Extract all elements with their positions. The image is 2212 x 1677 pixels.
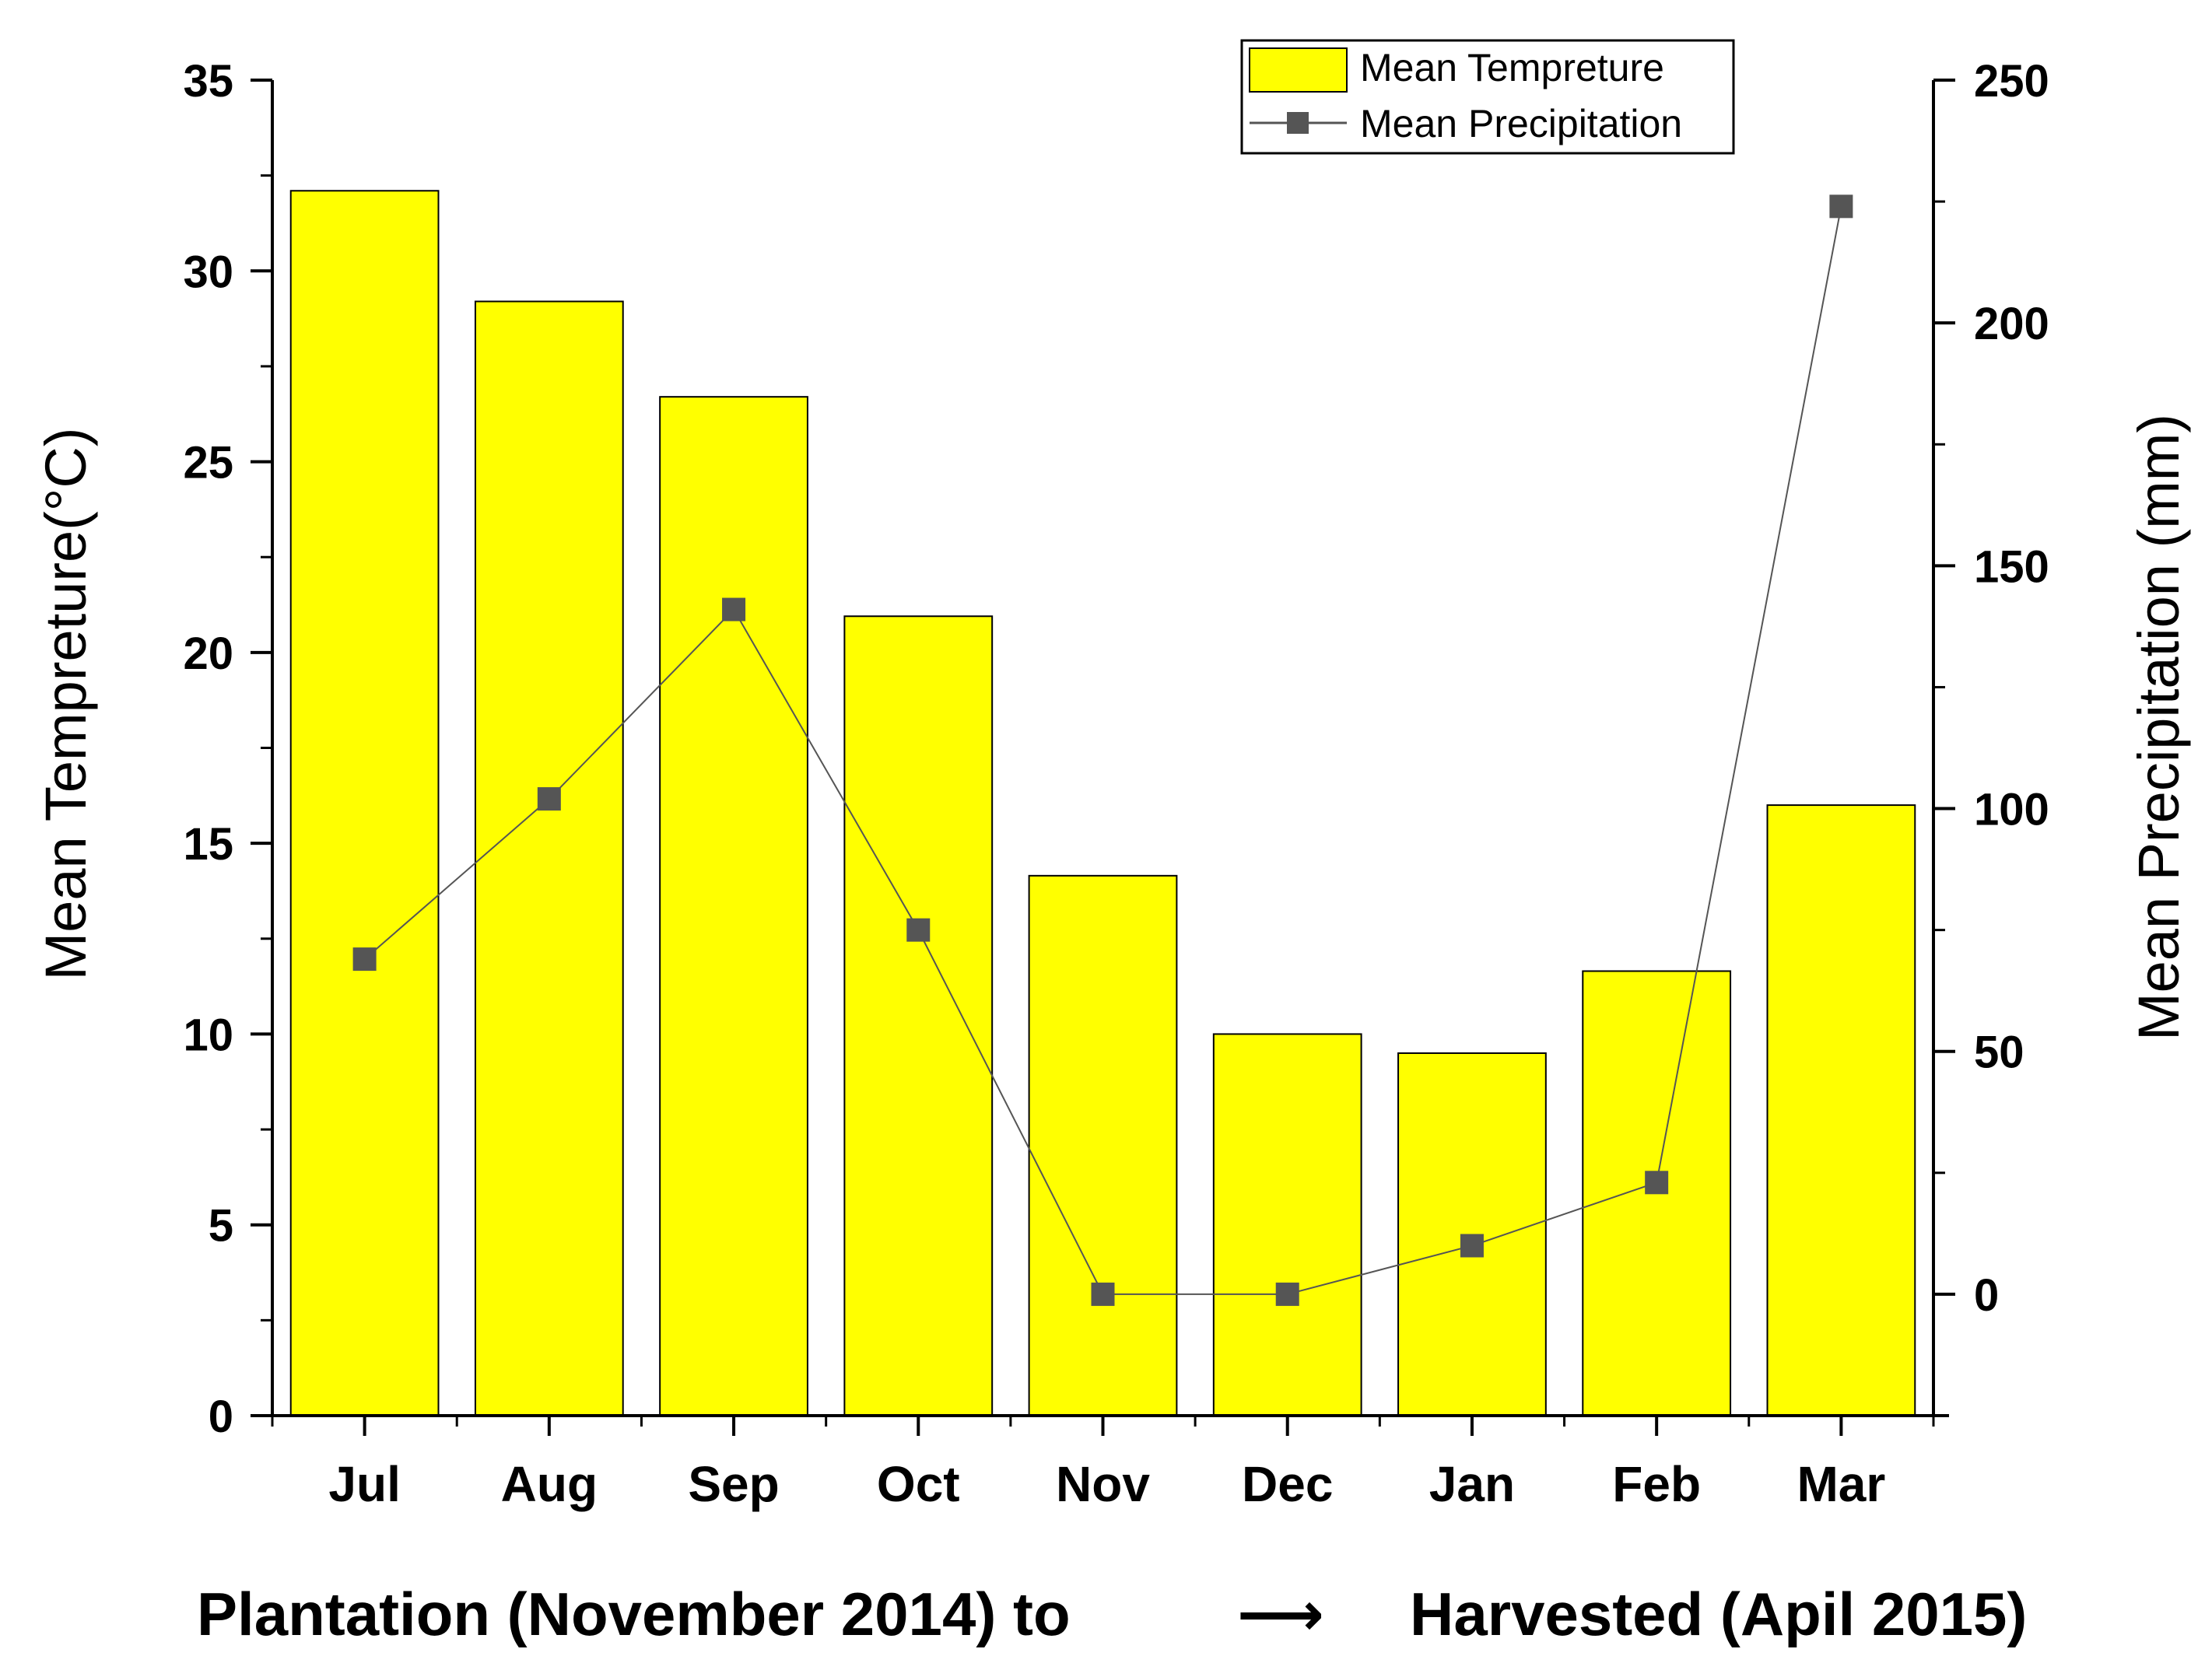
left-tick-label-15: 15 <box>183 819 233 870</box>
right-tick-label-100: 100 <box>1974 785 2049 835</box>
right-tick-label-250: 250 <box>1974 56 2049 107</box>
x-tick-label-aug: Aug <box>501 1456 598 1512</box>
bar-mar <box>1766 804 1916 1416</box>
right-tick-label-200: 200 <box>1974 299 2049 349</box>
bar-jul <box>289 190 440 1416</box>
x-tick-label-jan: Jan <box>1429 1456 1515 1512</box>
y-axis-title-left: Mean Tempreture(°C) <box>33 428 98 981</box>
left-axis-ticks: 0 5 10 15 20 25 30 35 <box>183 56 272 1442</box>
legend-swatch-temperature <box>1249 47 1348 93</box>
legend: Mean Tempreture Mean Precipitation <box>1240 39 1735 155</box>
bar-aug <box>474 300 624 1417</box>
x-tick-label-nov: Nov <box>1056 1456 1150 1512</box>
left-tick-label-30: 30 <box>183 247 233 297</box>
precipitation-marker-sep <box>722 597 746 621</box>
x-tick-label-mar: Mar <box>1797 1456 1885 1512</box>
left-tick-label-25: 25 <box>183 438 233 488</box>
precipitation-marker-dec <box>1275 1282 1299 1306</box>
right-tick-label-150: 150 <box>1974 541 2049 592</box>
x-axis-title-arrow: ⟶ <box>1237 1580 1324 1648</box>
bar-sep <box>659 396 808 1416</box>
x-axis-title-end: Harvested (Apil 2015) <box>1410 1580 2027 1648</box>
x-tick-label-oct: Oct <box>877 1456 960 1512</box>
x-axis-title-start: Plantation (November 2014) to <box>197 1580 1071 1648</box>
precipitation-marker-mar <box>1829 194 1853 219</box>
right-axis-ticks: 0 50 100 150 200 250 <box>1933 56 2049 1417</box>
precipitation-marker-aug <box>537 787 561 811</box>
left-tick-label-5: 5 <box>209 1201 233 1252</box>
precipitation-marker-jul <box>352 947 377 972</box>
precipitation-marker-nov <box>1091 1282 1115 1306</box>
left-tick-label-35: 35 <box>183 56 233 107</box>
x-tick-label-sep: Sep <box>688 1456 779 1512</box>
bar-oct <box>843 615 994 1417</box>
bar-nov <box>1028 874 1178 1416</box>
precipitation-marker-oct <box>906 918 931 942</box>
legend-label-precipitation: Mean Precipitation <box>1360 102 1682 145</box>
bar-dec <box>1212 1033 1362 1417</box>
x-tick-label-feb: Feb <box>1612 1456 1701 1512</box>
temperature-bars <box>289 190 1916 1417</box>
x-tick-label-jul: Jul <box>328 1456 400 1512</box>
x-axis-ticks: Jul Aug Sep Oct Nov Dec Jan Feb Mar <box>271 1416 1935 1512</box>
left-tick-label-10: 10 <box>183 1010 233 1060</box>
precipitation-marker-feb <box>1645 1171 1669 1195</box>
precipitation-marker-jan <box>1460 1234 1484 1258</box>
x-tick-label-dec: Dec <box>1242 1456 1333 1512</box>
left-tick-label-20: 20 <box>183 628 233 679</box>
precipitation-line <box>352 194 1853 1306</box>
right-tick-label-0: 0 <box>1974 1270 1999 1321</box>
legend-marker-precipitation <box>1287 112 1309 134</box>
legend-label-temperature: Mean Tempreture <box>1360 46 1664 89</box>
y-axis-title-right: Mean Precipitation (mm) <box>2126 414 2191 1041</box>
left-tick-label-0: 0 <box>209 1392 233 1442</box>
right-tick-label-50: 50 <box>1974 1028 2024 1078</box>
